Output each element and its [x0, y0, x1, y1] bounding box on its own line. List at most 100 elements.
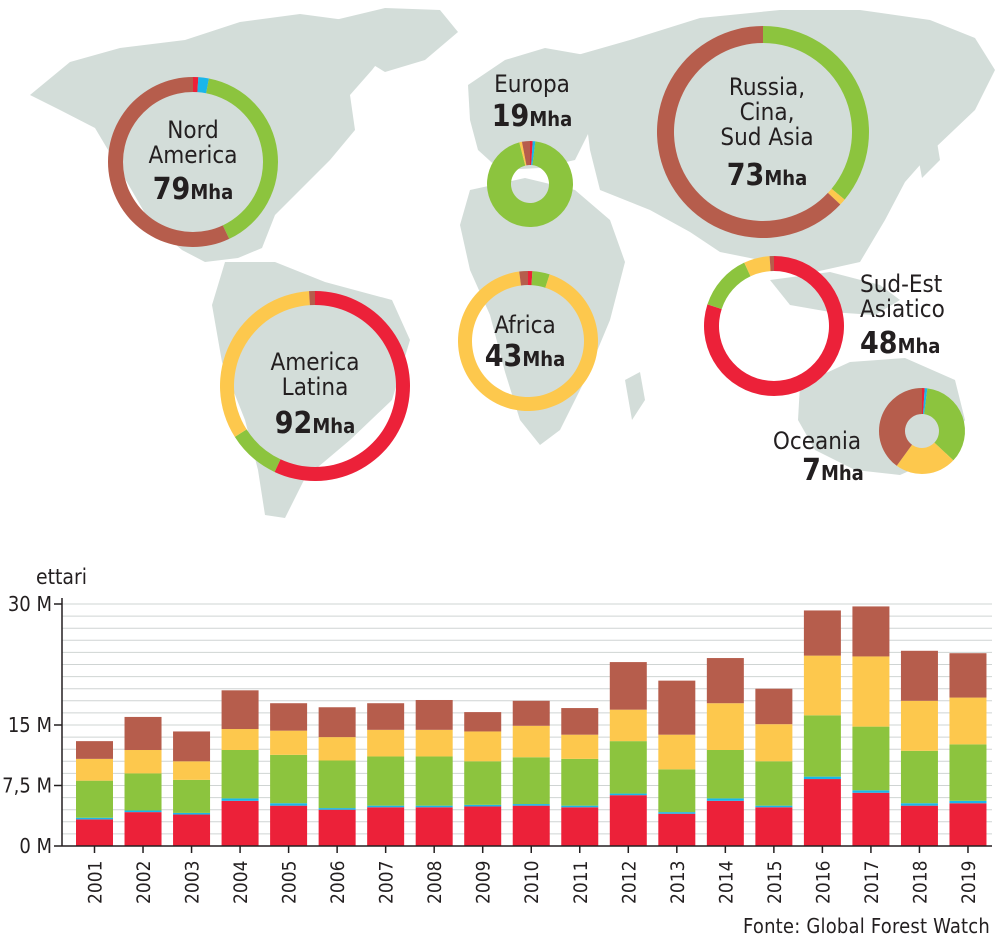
bar-verde-2004 [221, 750, 259, 799]
bar-marrone-2013 [658, 680, 696, 735]
chart-bars [76, 606, 987, 846]
bar-marrone-2016 [803, 610, 841, 656]
y-tick-label: 30 M [8, 592, 52, 616]
landmass-7 [798, 358, 965, 475]
bar-marrone-2014 [706, 658, 744, 704]
donut-segment-america-latina-2 [234, 429, 281, 472]
bar-rossa-2002 [124, 812, 162, 846]
bar-rossa-2003 [173, 814, 211, 846]
bar-blu-2003 [173, 812, 211, 815]
bar-blu-2018 [900, 803, 938, 806]
bar-rossa-2009 [464, 806, 502, 846]
bar-verde-2011 [561, 758, 599, 806]
bar-gialla-2017 [852, 656, 890, 727]
bar-marrone-2002 [124, 716, 162, 751]
donut-segment-oceania-3 [896, 442, 954, 474]
bar-gialla-2006 [318, 737, 356, 761]
bar-gialla-2015 [755, 724, 793, 762]
donut-segment-russia-cina-4 [657, 26, 841, 238]
bar-marrone-2005 [270, 703, 308, 731]
donut-segment-oceania-0 [922, 388, 925, 415]
bar-rossa-2019 [949, 803, 987, 846]
region-label-russia-cina-2: Sud Asia [720, 123, 813, 151]
bar-gialla-2009 [464, 731, 502, 762]
bar-gialla-2005 [270, 730, 308, 755]
bar-rossa-2017 [852, 792, 890, 846]
bar-gialla-2010 [512, 725, 550, 758]
bar-marrone-2007 [367, 703, 405, 730]
bar-rossa-2007 [367, 807, 405, 846]
donut-segment-nord-america-0 [193, 77, 199, 93]
landmass-8 [625, 372, 645, 420]
bar-verde-2002 [124, 773, 162, 811]
region-label-africa-0: Africa [494, 311, 555, 339]
x-tick-label: 2016 [812, 861, 834, 905]
donut-segment-africa-0 [528, 271, 533, 286]
region-label-sud-est-asiatico-0: Sud-Est [860, 270, 942, 298]
bar-marrone-2018 [900, 650, 938, 701]
donut-segment-russia-cina-2 [763, 26, 870, 200]
donut-segment-sud-est-asiatico-3 [744, 256, 771, 277]
x-tick-label: 2012 [618, 861, 640, 905]
bar-blu-2016 [803, 776, 841, 780]
bar-blu-2014 [706, 798, 744, 801]
bar-marrone-2008 [415, 699, 453, 730]
bar-rossa-2011 [561, 807, 599, 846]
bar-rossa-2008 [415, 807, 453, 846]
region-label-america-latina-1: Latina [282, 373, 349, 401]
bar-gialla-2002 [124, 750, 162, 774]
bar-blu-2007 [367, 805, 405, 808]
donut-segment-oceania-1 [923, 388, 928, 415]
x-tick-label: 2019 [958, 861, 980, 905]
y-tick-label: 15 M [8, 713, 52, 737]
bar-verde-2005 [270, 754, 308, 804]
bar-gialla-2014 [706, 703, 744, 751]
y-tick-label: 0 M [19, 834, 52, 858]
donut-segment-sud-est-asiatico-2 [707, 262, 751, 310]
donut-segment-oceania-2 [924, 388, 965, 461]
donut-segment-europa-2 [486, 141, 573, 227]
region-value-africa: 43Mha [485, 339, 565, 374]
bar-marrone-2001 [76, 741, 113, 759]
bar-blu-2019 [949, 800, 987, 804]
bar-gialla-2004 [221, 729, 259, 751]
bar-blu-2009 [464, 804, 502, 807]
region-value-europa: 19Mha [492, 99, 572, 134]
bar-rossa-2016 [803, 779, 841, 846]
donut-segment-africa-2 [531, 271, 550, 288]
region-label-russia-cina-0: Russia, [729, 73, 805, 101]
bar-verde-2007 [367, 756, 405, 806]
region-label-nord-america-0: Nord [167, 116, 219, 144]
bar-rossa-2018 [900, 805, 938, 846]
x-tick-label: 2013 [667, 861, 689, 905]
x-tick-label: 2015 [764, 861, 786, 905]
bar-verde-2018 [900, 750, 938, 804]
x-tick-label: 2001 [85, 861, 107, 905]
x-tick-label: 2007 [376, 861, 398, 905]
bar-verde-2016 [803, 715, 841, 777]
bar-verde-2019 [949, 744, 987, 801]
bar-verde-2014 [706, 750, 744, 799]
bar-verde-2017 [852, 726, 890, 791]
bar-blu-2012 [609, 793, 647, 796]
bar-blu-2006 [318, 808, 356, 810]
donut-segment-nord-america-1 [197, 77, 209, 94]
world-map: NordAmerica79MhaEuropa19MhaRussia,Cina,S… [30, 8, 995, 518]
region-label-russia-cina-1: Cina, [740, 98, 795, 126]
bar-blu-2017 [852, 790, 890, 793]
bar-gialla-2003 [173, 761, 211, 780]
bar-rossa-2001 [76, 819, 113, 846]
x-axis: 2001 2002 2003 2004 2005 2006 2007 2008 2009 2010… [62, 845, 992, 905]
landmass-9 [915, 130, 940, 178]
region-label-europa-0: Europa [494, 70, 570, 98]
donut-segment-europa-3 [519, 141, 527, 166]
donut-russia-cina: Russia,Cina,Sud Asia 73Mha [657, 26, 870, 238]
bar-gialla-2016 [803, 655, 841, 716]
bar-blu-2002 [124, 810, 162, 813]
x-tick-label: 2009 [473, 861, 495, 905]
